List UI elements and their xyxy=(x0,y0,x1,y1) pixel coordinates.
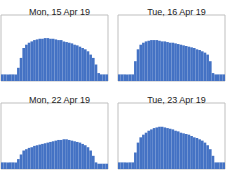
svg-text:Mon, 15 Apr 19: Mon, 15 Apr 19 xyxy=(29,7,90,17)
svg-text:Tue, 23 Apr 19: Tue, 23 Apr 19 xyxy=(147,95,206,105)
svg-text:Mon, 22 Apr 19: Mon, 22 Apr 19 xyxy=(29,95,90,105)
svg-text:Tue, 16 Apr 19: Tue, 16 Apr 19 xyxy=(147,7,206,17)
